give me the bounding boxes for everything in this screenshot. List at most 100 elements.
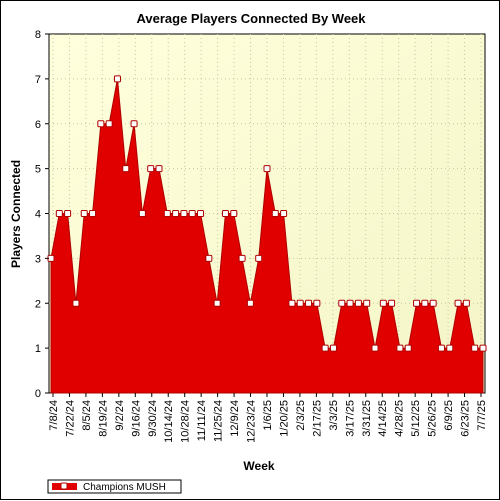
y-tick-label: 4 — [35, 209, 41, 221]
x-tick-label: 1/6/25 — [262, 400, 274, 431]
data-point — [454, 299, 462, 307]
data-point — [371, 344, 379, 352]
y-axis-title: Players Connected — [9, 160, 23, 268]
data-point — [288, 299, 296, 307]
data-point — [338, 299, 346, 307]
x-tick-label: 4/28/25 — [394, 400, 406, 437]
data-point — [89, 210, 97, 217]
x-tick-label: 12/9/24 — [229, 400, 241, 437]
data-point — [263, 165, 271, 173]
data-point — [471, 344, 479, 352]
data-point — [404, 344, 412, 352]
data-point — [429, 299, 437, 307]
data-point — [64, 210, 72, 217]
x-tick-label: 6/9/25 — [443, 400, 455, 431]
x-tick-label: 5/26/25 — [427, 400, 439, 437]
data-point — [72, 299, 80, 307]
x-tick-label: 1/20/25 — [278, 400, 290, 437]
legend-label: Champions MUSH — [83, 482, 166, 493]
data-point — [163, 210, 171, 217]
x-tick-label: 10/28/24 — [180, 400, 192, 443]
data-point — [280, 210, 288, 217]
data-point — [462, 299, 470, 307]
y-tick-label: 7 — [35, 74, 41, 86]
x-tick-label: 9/16/24 — [130, 400, 142, 437]
data-point — [413, 299, 421, 307]
y-tick-label: 6 — [35, 119, 41, 131]
data-point — [396, 344, 404, 352]
legend-box — [47, 479, 182, 494]
data-point — [346, 299, 354, 307]
data-point — [221, 210, 229, 217]
legend-marker — [60, 482, 68, 490]
data-point — [155, 165, 163, 173]
data-point — [180, 210, 188, 217]
data-point — [255, 254, 263, 262]
series-markers — [47, 75, 487, 352]
x-tick-label: 8/19/24 — [97, 400, 109, 437]
y-tick-label: 3 — [35, 253, 41, 265]
y-axis-ticks: 0 1 2 3 4 5 6 7 8 — [35, 29, 49, 400]
data-point — [230, 210, 238, 217]
data-point — [296, 299, 304, 307]
data-point — [437, 344, 445, 352]
x-tick-label: 12/23/24 — [246, 400, 258, 443]
data-point — [246, 299, 254, 307]
y-tick-label: 1 — [35, 343, 41, 355]
data-point — [197, 210, 205, 217]
x-tick-label: 7/8/24 — [48, 400, 60, 431]
data-point — [388, 299, 396, 307]
data-point — [313, 299, 321, 307]
x-tick-label: 10/14/24 — [163, 400, 175, 443]
data-point — [213, 299, 221, 307]
data-point — [354, 299, 362, 307]
x-tick-label: 5/12/25 — [410, 400, 422, 437]
data-point — [271, 210, 279, 217]
x-tick-label: 9/30/24 — [147, 400, 159, 437]
data-point — [97, 120, 105, 128]
data-point — [147, 165, 155, 173]
x-tick-label: 7/22/24 — [64, 400, 76, 437]
x-tick-label: 3/17/25 — [344, 400, 356, 437]
data-point — [55, 210, 63, 217]
x-tick-label: 3/3/25 — [328, 400, 340, 431]
data-point — [122, 165, 130, 173]
data-point — [188, 210, 196, 217]
data-point — [305, 299, 313, 307]
x-tick-label: 9/2/24 — [114, 400, 126, 431]
data-point — [80, 210, 88, 217]
x-tick-label: 11/11/24 — [196, 400, 208, 441]
data-point — [205, 254, 213, 262]
x-tick-label: 3/31/25 — [361, 400, 373, 437]
data-point — [321, 344, 329, 352]
data-point — [238, 254, 246, 262]
y-tick-label: 8 — [35, 29, 41, 41]
data-point — [479, 344, 487, 352]
x-axis-ticks: 7/8/24 7/22/24 8/5/24 8/19/24 9/2/24 9/16/24 9… — [48, 393, 488, 443]
x-tick-label: 7/7/25 — [476, 400, 488, 431]
legend: Champions MUSH — [47, 479, 182, 494]
chart-title: Average Players Connected By Week — [136, 11, 366, 26]
data-point — [105, 120, 113, 128]
data-point — [113, 75, 121, 83]
x-tick-label: 2/3/25 — [295, 400, 307, 431]
data-point — [421, 299, 429, 307]
x-axis-title: Week — [243, 459, 274, 473]
data-point — [138, 210, 146, 217]
x-tick-label: 8/5/24 — [81, 400, 93, 431]
x-tick-label: 11/25/24 — [213, 400, 225, 442]
y-tick-label: 2 — [35, 298, 41, 310]
x-tick-label: 2/17/25 — [311, 400, 323, 437]
data-point — [130, 120, 138, 128]
x-tick-label: 6/23/25 — [460, 400, 472, 437]
y-tick-label: 5 — [35, 164, 41, 176]
data-point — [446, 344, 454, 352]
x-tick-label: 4/14/25 — [377, 400, 389, 437]
data-point — [379, 299, 387, 307]
data-point — [363, 299, 371, 307]
y-tick-label: 0 — [35, 388, 41, 400]
data-point — [172, 210, 180, 217]
data-point — [329, 344, 337, 352]
